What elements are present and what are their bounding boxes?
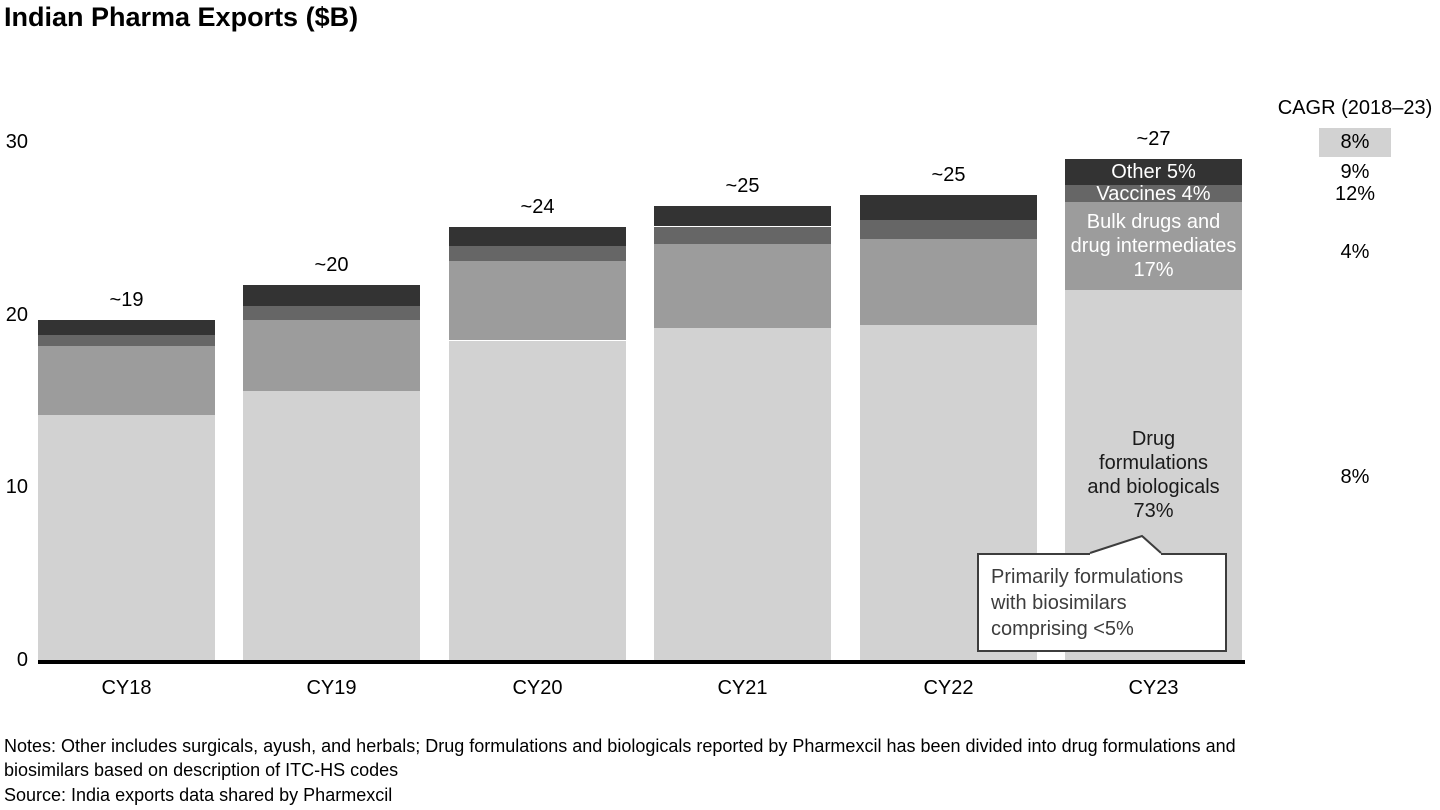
- callout-biosimilars: Primarily formulations with biosimilars …: [977, 553, 1227, 652]
- segment-label-line: Bulk drugs and: [1086, 211, 1221, 234]
- segment-label-line: and biologicals: [1087, 476, 1220, 499]
- bar-cy18-bulk: [38, 345, 215, 415]
- x-axis-label-cy19: CY19: [306, 677, 357, 699]
- segment-label-line: Drug: [1131, 428, 1176, 451]
- x-axis-label-cy20: CY20: [512, 677, 563, 699]
- bar-cy22-bulk: [860, 238, 1037, 325]
- segment-label-line: 73%: [1133, 500, 1174, 523]
- bar-cy19-formulations: [243, 390, 420, 660]
- bar-cy20-bulk: [449, 261, 626, 341]
- bar-cy21-formulations: [654, 328, 831, 660]
- bar-cy22-vaccines: [860, 219, 1037, 239]
- x-axis-label-cy18: CY18: [101, 677, 152, 699]
- total-label-cy19: ~20: [314, 254, 349, 277]
- cagr-value-vaccines: 12%: [1334, 183, 1376, 205]
- segment-label-line: formulations: [1099, 452, 1208, 475]
- source-text: Source: India exports data shared by Pha…: [4, 785, 393, 805]
- segment-label-line: Vaccines 4%: [1096, 182, 1211, 205]
- segment-label-line: Other 5%: [1111, 161, 1196, 184]
- y-axis-tick-20: 20: [5, 304, 28, 326]
- x-axis-label-cy23: CY23: [1128, 677, 1179, 699]
- bar-cy20-other: [449, 226, 626, 246]
- bar-cy18-other: [38, 319, 215, 336]
- bar-cy21-vaccines: [654, 226, 831, 244]
- x-axis-line: [38, 660, 1245, 664]
- x-axis-label-cy22: CY22: [923, 677, 974, 699]
- bar-cy23-other: Other 5%: [1065, 159, 1242, 186]
- callout-line: Primarily formulations: [991, 566, 1184, 588]
- chart-title: Indian Pharma Exports ($B): [4, 2, 359, 32]
- bar-cy19-bulk: [243, 319, 420, 391]
- notes-text-line1: Notes: Other includes surgicals, ayush, …: [4, 736, 1236, 756]
- cagr-value-bulk: 4%: [1340, 241, 1370, 263]
- total-label-cy21: ~25: [725, 174, 760, 197]
- cagr-column-header: CAGR (2018–23): [1277, 97, 1433, 119]
- bar-cy18-vaccines: [38, 335, 215, 346]
- bar-cy22-other: [860, 195, 1037, 220]
- cagr-value-overall: 8%: [1319, 128, 1391, 157]
- y-axis-tick-0: 0: [16, 649, 28, 671]
- x-axis-label-cy21: CY21: [717, 677, 768, 699]
- callout-pointer-icon: [1089, 534, 1162, 557]
- bar-cy23-bulk: Bulk drugs and drug intermediates 17%: [1065, 202, 1242, 291]
- cagr-value-other: 9%: [1340, 161, 1370, 183]
- bar-cy21-other: [654, 205, 831, 227]
- callout-line: comprising <5%: [991, 618, 1134, 640]
- bar-cy21-bulk: [654, 243, 831, 329]
- total-label-cy20: ~24: [520, 195, 555, 218]
- callout-line: with biosimilars: [991, 592, 1127, 614]
- cagr-value-formulations: 8%: [1340, 466, 1370, 488]
- total-label-cy22: ~25: [931, 164, 966, 187]
- bar-cy19-other: [243, 285, 420, 306]
- notes-text-line2: biosimilars based on description of ITC-…: [4, 760, 399, 780]
- bar-cy23-vaccines: Vaccines 4%: [1065, 183, 1242, 205]
- segment-label-line: drug intermediates: [1070, 235, 1237, 258]
- bar-cy19-vaccines: [243, 306, 420, 320]
- bar-cy18-formulations: [38, 414, 215, 660]
- segment-label-line: 17%: [1133, 259, 1174, 282]
- y-axis-tick-10: 10: [5, 476, 28, 498]
- total-label-cy23: ~27: [1136, 128, 1171, 151]
- bar-cy20-formulations: [449, 340, 626, 660]
- total-label-cy18: ~19: [109, 288, 144, 311]
- y-axis-tick-30: 30: [5, 131, 28, 153]
- bar-cy20-vaccines: [449, 245, 626, 261]
